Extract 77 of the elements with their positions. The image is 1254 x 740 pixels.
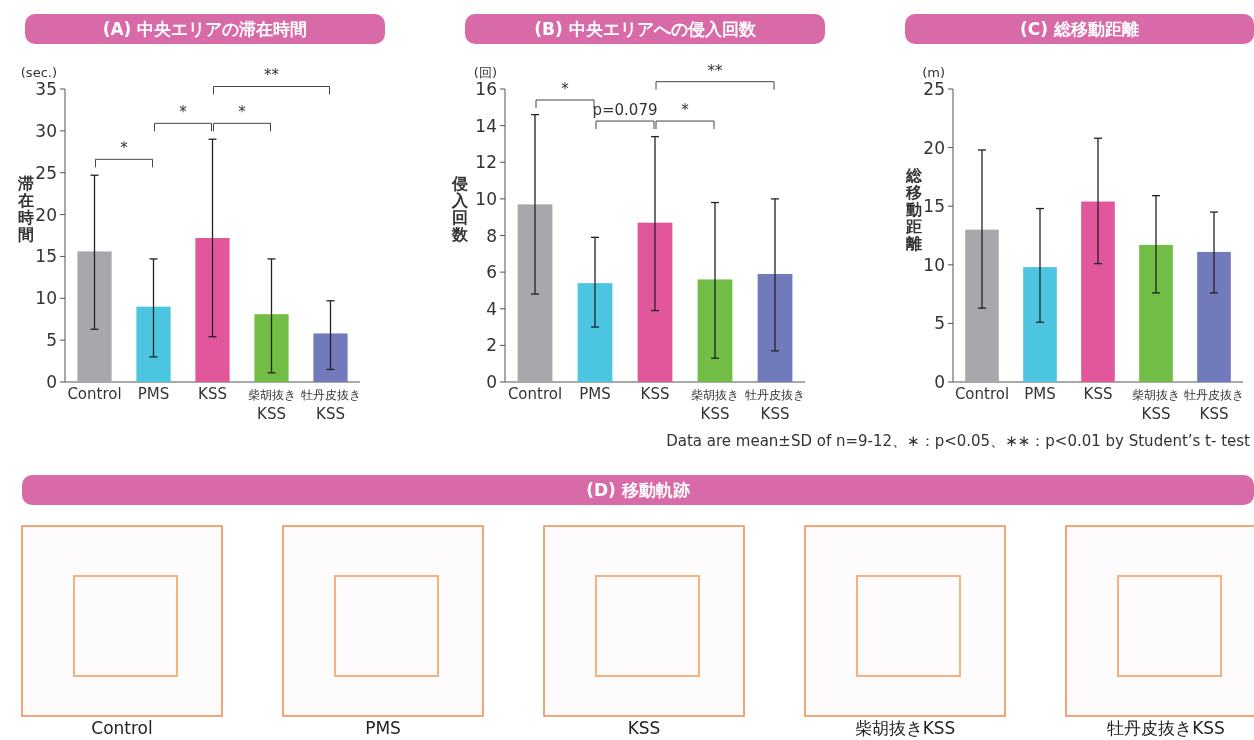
bar <box>1197 251 1231 382</box>
y-tick-label: 10 <box>475 188 497 209</box>
y-axis-title: 滞在時間 <box>17 173 34 244</box>
text: ** <box>707 61 723 80</box>
x-tick-label: Control <box>507 385 563 403</box>
x-tick-label: Control <box>67 385 122 403</box>
y-tick-label: 10 <box>35 288 57 309</box>
text: (D) 移動軌跡 <box>586 480 690 500</box>
bar <box>195 238 230 382</box>
y-tick-label: 0 <box>46 372 57 392</box>
annotation: * <box>238 103 247 122</box>
y-tick-label: 4 <box>486 298 497 319</box>
chart-title: (B) 中央エリアへの侵入回数 <box>534 19 757 39</box>
text: Data are mean±SD of n=9-12、∗：p<0.05、∗∗：p<0.01 by Student’s t- test <box>666 432 1251 450</box>
y-tick-label: 0 <box>486 372 497 392</box>
bar <box>965 229 999 382</box>
bar <box>517 204 553 382</box>
y-tick-label: 35 <box>35 79 57 99</box>
text: PMS <box>365 718 401 738</box>
y-tick-label: 20 <box>923 137 945 158</box>
text: (回) <box>473 65 497 80</box>
y-tick-label: 25 <box>923 79 945 99</box>
y-tick-label: 16 <box>475 79 497 99</box>
y-tick-label: 25 <box>35 162 57 183</box>
x-tick-label: KSS <box>1083 385 1113 403</box>
x-tick-label: KSS <box>198 385 227 403</box>
x-tick-label: 牡丹皮抜き KSS <box>300 388 361 423</box>
y-axis-title: 総移動距離 <box>905 165 923 253</box>
text: 柴胡抜きKSS <box>854 718 956 738</box>
x-tick-label: 牡丹皮抜き KSS <box>745 388 805 423</box>
y-tick-label: 8 <box>486 225 497 246</box>
text: (sec.) <box>20 65 57 80</box>
text: (m) <box>922 65 945 80</box>
x-tick-label: PMS <box>137 385 170 403</box>
y-tick-label: 15 <box>923 196 945 217</box>
text: ** <box>264 66 280 85</box>
bar <box>1139 244 1173 382</box>
y-tick-label: 14 <box>475 115 497 136</box>
y-tick-label: 5 <box>46 330 57 351</box>
y-tick-label: 30 <box>35 120 57 141</box>
chart-title: (C) 総移動距離 <box>1020 19 1139 39</box>
bar <box>637 222 673 382</box>
x-tick-label: 柴胡抜き KSS <box>691 388 739 423</box>
text: KSS <box>627 718 661 738</box>
bar <box>77 251 112 382</box>
bar <box>1023 267 1057 382</box>
text: 牡丹皮抜きKSS <box>1107 718 1225 738</box>
bar <box>313 333 348 382</box>
bar <box>1081 201 1115 382</box>
y-tick-label: 5 <box>934 313 945 334</box>
x-tick-label: PMS <box>579 385 611 403</box>
annotation: * <box>120 139 129 158</box>
bar <box>577 283 613 382</box>
x-tick-label: 牡丹皮抜き KSS <box>1184 388 1244 423</box>
x-tick-label: Control <box>954 385 1010 403</box>
text: Control <box>91 718 153 738</box>
y-tick-label: 0 <box>934 372 945 392</box>
annotation: * <box>681 101 690 120</box>
y-tick-label: 2 <box>486 335 497 356</box>
annotation: * <box>179 103 188 122</box>
bar <box>254 314 289 382</box>
y-tick-label: 12 <box>475 152 497 173</box>
y-tick-label: 20 <box>35 204 57 225</box>
y-tick-label: 10 <box>923 254 945 275</box>
x-tick-label: KSS <box>640 385 670 403</box>
y-tick-label: 6 <box>486 262 497 283</box>
x-tick-label: 柴胡抜き KSS <box>247 388 296 423</box>
y-axis-title: 侵入回数 <box>451 173 469 244</box>
annotation: * <box>561 79 570 98</box>
bar <box>136 306 171 382</box>
x-tick-label: PMS <box>1024 385 1056 403</box>
y-tick-label: 15 <box>35 246 57 267</box>
bar <box>757 273 793 382</box>
bar <box>697 279 733 382</box>
x-tick-label: 柴胡抜き KSS <box>1132 388 1180 423</box>
annotation: p=0.079 <box>592 101 658 120</box>
chart-title: (A) 中央エリアの滞在時間 <box>102 19 308 39</box>
